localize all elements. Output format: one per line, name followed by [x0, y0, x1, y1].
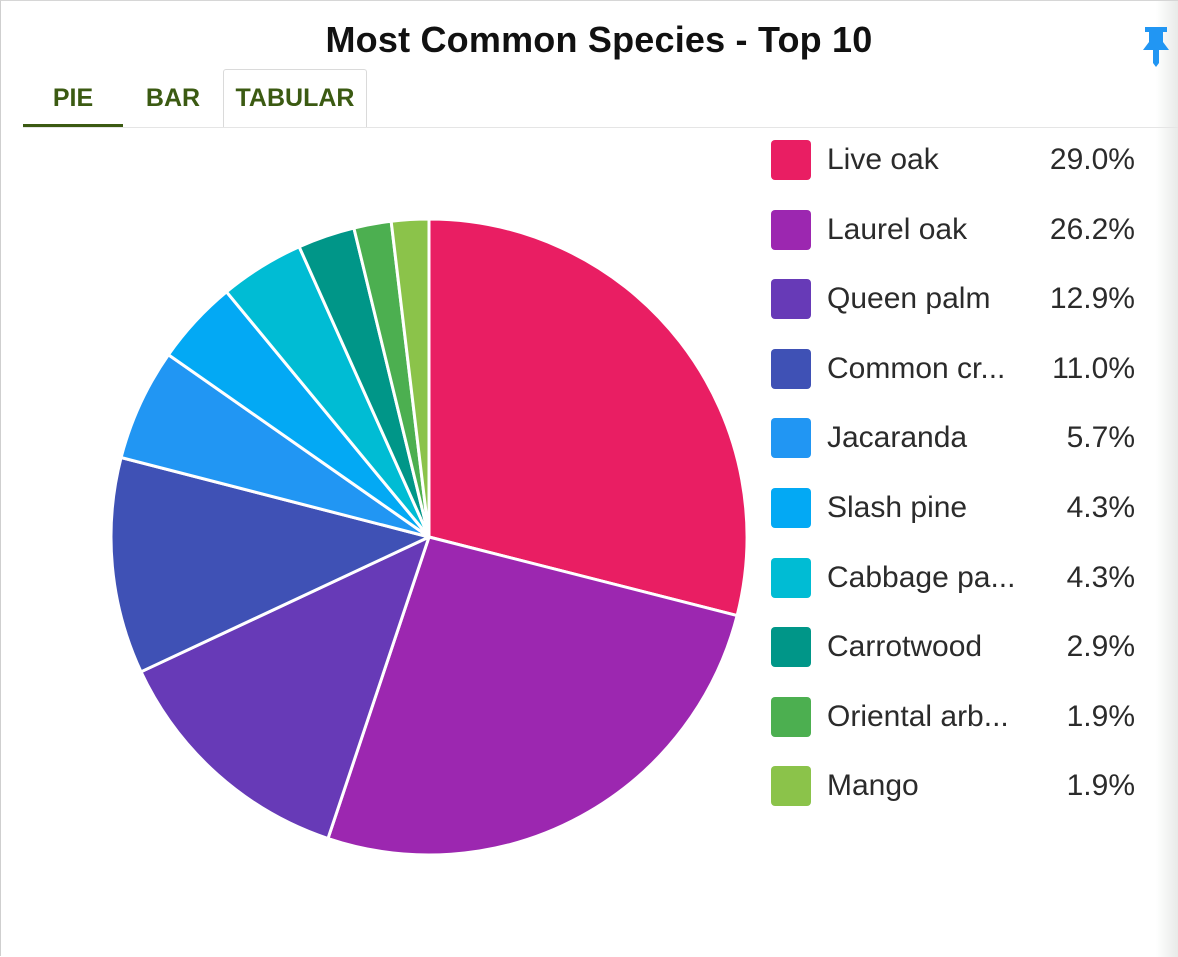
- legend-value: 4.3%: [1066, 491, 1135, 524]
- legend-swatch: [771, 418, 811, 459]
- pin-icon[interactable]: [1136, 23, 1176, 67]
- legend-label: Queen palm: [827, 282, 991, 316]
- legend-swatch: [771, 627, 811, 668]
- legend-swatch: [771, 696, 811, 737]
- pie-slice[interactable]: [427, 217, 749, 618]
- legend-value: 29.0%: [1049, 143, 1135, 176]
- tab-pie-label: PIE: [52, 83, 94, 112]
- legend-label: Mango: [827, 769, 919, 803]
- legend-value: 11.0%: [1052, 351, 1135, 385]
- legend-swatch: [771, 488, 811, 528]
- widget-title: Most Common Species - Top 10: [325, 19, 873, 60]
- legend-item[interactable]: Mango 1.9%: [771, 765, 1135, 807]
- legend-item[interactable]: Laurel oak 26.2%: [771, 209, 1135, 251]
- legend-label: Jacaranda: [827, 421, 968, 455]
- legend-value: 1.9%: [1066, 769, 1135, 803]
- legend-label: Laurel oak: [827, 212, 968, 246]
- legend-label: Cabbage pa...: [827, 560, 1016, 594]
- legend-item[interactable]: Queen palm 12.9%: [771, 278, 1135, 320]
- legend-item[interactable]: Jacaranda 5.7%: [771, 417, 1135, 459]
- legend-swatch: [771, 348, 811, 389]
- legend-value: 2.9%: [1066, 630, 1135, 664]
- legend-swatch: [771, 140, 811, 180]
- legend-label: Live oak: [827, 143, 939, 176]
- legend-swatch: [771, 766, 811, 807]
- legend-item[interactable]: Carrotwood 2.9%: [771, 626, 1135, 668]
- legend-item[interactable]: Cabbage pa... 4.3%: [771, 557, 1135, 599]
- pie-slice[interactable]: [139, 535, 431, 841]
- legend-value: 4.3%: [1066, 560, 1135, 594]
- tab-bar-label: BAR: [145, 83, 201, 112]
- legend-label: Carrotwood: [827, 630, 983, 664]
- legend-label: Slash pine: [827, 491, 968, 524]
- tab-tabular-label: TABULAR: [235, 84, 355, 112]
- legend-swatch: [771, 209, 811, 250]
- panel-edge-shade: [1156, 1, 1178, 957]
- legend-value: 1.9%: [1066, 699, 1135, 733]
- legend-value: 12.9%: [1049, 282, 1135, 316]
- tab-tabular[interactable]: TABULAR: [223, 69, 367, 127]
- pie-slice[interactable]: [389, 217, 431, 539]
- pie-slice[interactable]: [326, 535, 739, 857]
- chart-type-tabs: PIE BAR TABULAR: [23, 69, 1178, 128]
- legend-item[interactable]: Slash pine 4.3%: [771, 487, 1135, 529]
- legend-label: Oriental arb...: [827, 699, 1009, 733]
- legend-item[interactable]: Live oak 29.0%: [771, 139, 1135, 181]
- tab-bar[interactable]: BAR: [123, 69, 223, 127]
- legend-item[interactable]: Common cr... 11.0%: [771, 348, 1135, 390]
- pie-slice[interactable]: [109, 456, 431, 674]
- legend-label: Common cr...: [827, 351, 1006, 385]
- legend-swatch: [771, 557, 811, 598]
- legend-swatch: [771, 279, 811, 320]
- legend-value: 26.2%: [1049, 212, 1135, 246]
- tab-pie[interactable]: PIE: [23, 69, 123, 127]
- legend-value: 5.7%: [1066, 421, 1135, 455]
- legend-item[interactable]: Oriental arb... 1.9%: [771, 696, 1135, 738]
